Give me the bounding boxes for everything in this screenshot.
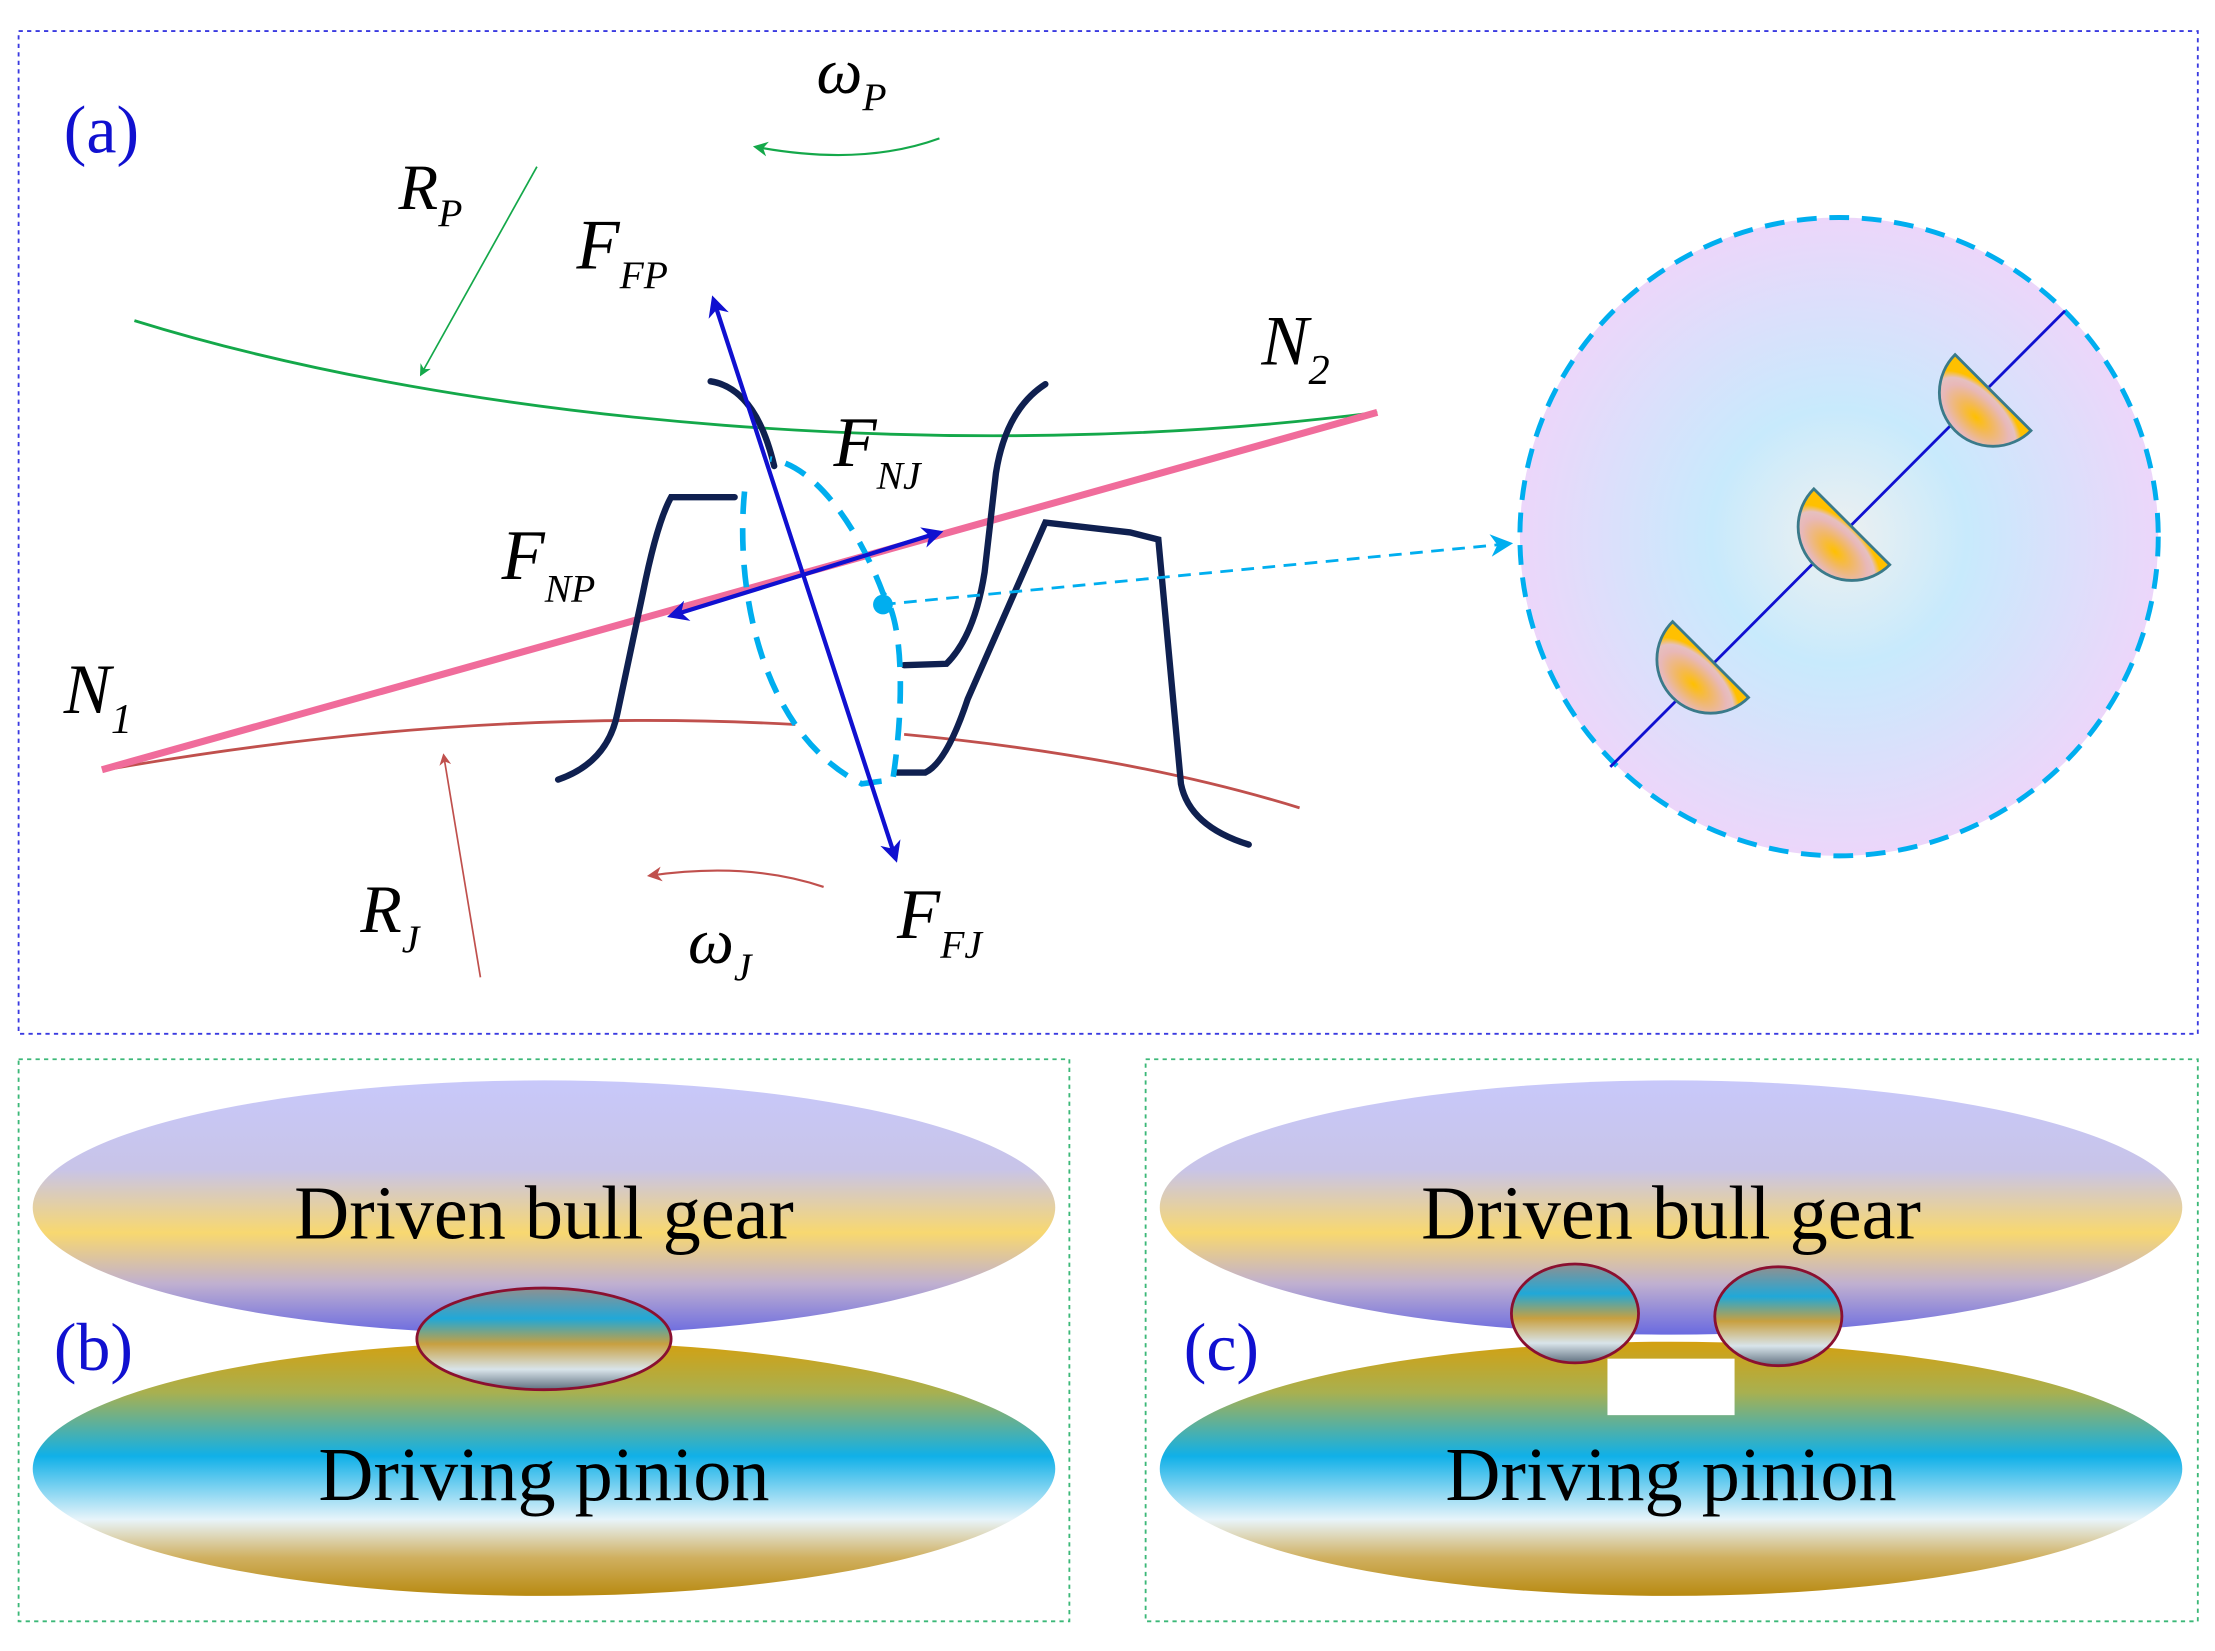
driving-pinion-label: Driving pinion xyxy=(1445,1433,1896,1517)
fnp-label: FNP xyxy=(501,517,596,611)
panel-b-border xyxy=(17,1058,1071,1623)
contact-ellipse xyxy=(415,1286,673,1392)
driven-bull-gear-label: Driven bull gear xyxy=(1421,1172,1921,1256)
panel-b-label: (b) xyxy=(54,1310,133,1385)
panel-c-label: (c) xyxy=(1184,1310,1259,1385)
rp-arrow xyxy=(419,166,538,377)
line-of-action xyxy=(100,408,1379,774)
omega-j-label: ωJ xyxy=(688,906,754,989)
rj-arrow xyxy=(439,753,482,978)
driven-bull-gear xyxy=(1159,1080,2183,1335)
omega-p-arrow xyxy=(752,137,940,157)
gear-pitch-circle xyxy=(105,718,796,772)
panel-a-label: (a) xyxy=(64,93,139,168)
n1-label: N1 xyxy=(63,651,132,743)
driving-pinion xyxy=(1159,1341,2183,1596)
contact-ellipse-right xyxy=(1713,1265,1844,1368)
normal-force-arrow xyxy=(667,527,944,621)
gear-pitch-circle-right xyxy=(903,732,1300,810)
contact-ellipse-left xyxy=(1510,1262,1640,1365)
driving-pinion-label: Driving pinion xyxy=(318,1433,769,1517)
driving-pinion xyxy=(32,1341,1056,1596)
zoom-pointer-arrow xyxy=(882,534,1514,606)
panel-c: Driven bull gear Driving pinion (c) xyxy=(1159,1080,2183,1596)
rj-label: RJ xyxy=(359,872,421,961)
ffj-label: FFJ xyxy=(896,876,984,967)
omega-j-arrow xyxy=(646,866,824,888)
asperity-contact xyxy=(1937,352,2033,448)
n2-label: N2 xyxy=(1260,302,1329,394)
contact-zone-outline xyxy=(739,456,904,787)
contact-zoom-view xyxy=(1517,215,2161,859)
panel-b: Driven bull gear Driving pinion (b) xyxy=(32,1080,1056,1596)
fnj-label: FNJ xyxy=(833,404,924,498)
asperity-contact xyxy=(1796,486,1892,582)
omega-p-label: ωP xyxy=(817,36,887,119)
panel-c-border xyxy=(1144,1058,2199,1623)
rp-label: RP xyxy=(398,152,463,235)
gap xyxy=(1607,1358,1735,1416)
friction-force-arrow xyxy=(708,295,901,863)
ffp-label: FFP xyxy=(575,206,667,297)
asperity-contact xyxy=(1655,619,1751,715)
panel-a-border xyxy=(17,30,2199,1035)
driven-bull-gear-label: Driven bull gear xyxy=(294,1172,794,1256)
driven-bull-gear xyxy=(32,1080,1056,1335)
